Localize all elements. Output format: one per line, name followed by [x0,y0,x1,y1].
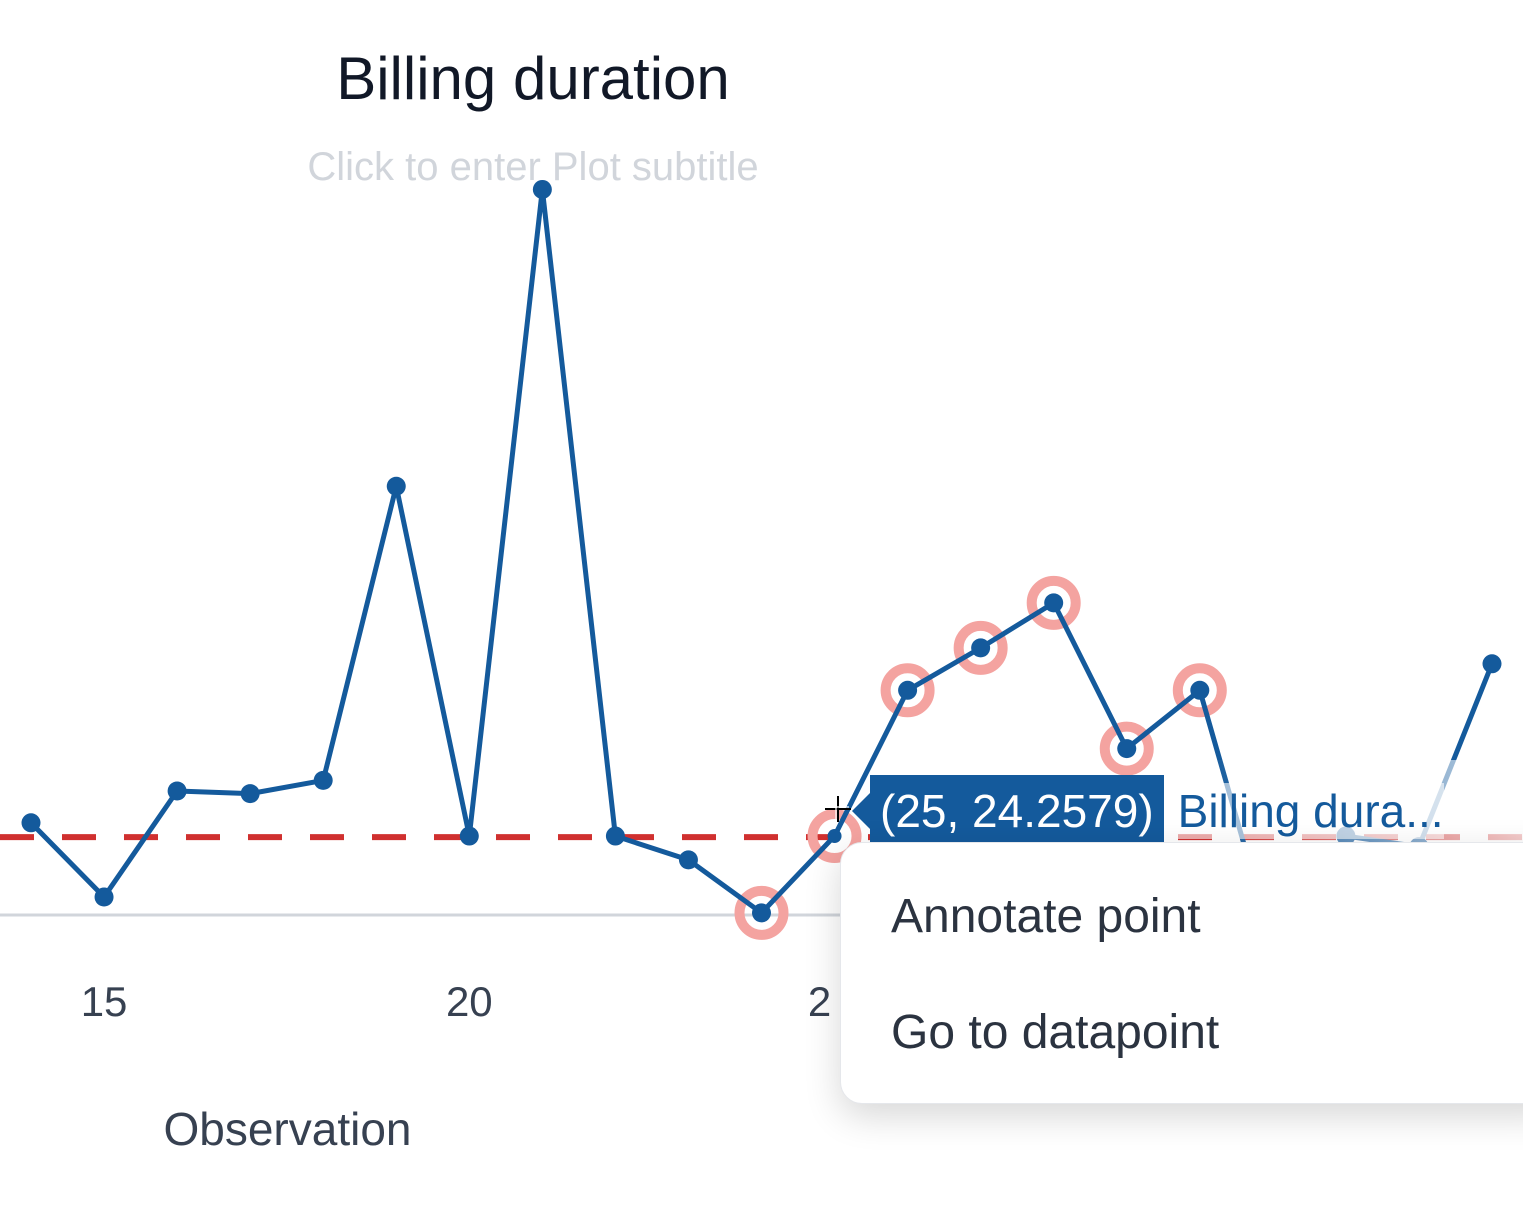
data-point[interactable] [240,784,260,804]
plot-subtitle-input[interactable]: Click to enter Plot subtitle [307,145,759,189]
data-point[interactable] [532,179,552,199]
highlight-ring [1026,575,1081,630]
crosshair-cursor-icon [825,796,851,822]
context-menu: Annotate point Go to datapoint [840,842,1523,1104]
tooltip-series-label: Billing dura... [1163,783,1444,839]
x-axis-label[interactable]: Observation [163,1103,412,1155]
data-point[interactable] [898,680,918,700]
data-point[interactable] [94,887,114,907]
x-tick-label: 15 [81,978,128,1025]
data-point[interactable] [971,638,991,658]
data-point[interactable] [605,826,625,846]
highlight-ring [1099,721,1154,776]
tooltip-value: (25, 24.2579) [870,775,1164,847]
highlight-ring [734,885,789,940]
highlight-ring [880,663,935,718]
data-point[interactable] [167,781,187,801]
data-point[interactable] [678,850,698,870]
menu-item-annotate-point[interactable]: Annotate point [891,890,1201,943]
data-point[interactable] [1117,739,1137,759]
data-point[interactable] [21,813,41,833]
plot-title[interactable]: Billing duration [336,45,730,112]
x-tick-label: 20 [446,978,493,1025]
highlight-ring [1172,663,1227,718]
data-point[interactable] [386,476,406,496]
data-point[interactable] [1190,680,1210,700]
highlight-ring [953,620,1008,675]
data-point[interactable] [1044,593,1064,613]
highlight-ring [807,809,862,864]
data-point[interactable] [313,770,333,790]
data-point[interactable] [459,826,479,846]
data-point[interactable] [1482,654,1502,674]
datapoint-tooltip: (25, 24.2579) Billing dura... [852,773,1444,849]
x-tick-label: 2 [808,978,831,1025]
selected-data-point[interactable] [827,829,842,844]
menu-item-go-to-datapoint[interactable]: Go to datapoint [891,1006,1220,1059]
tooltip-arrow [852,793,870,829]
data-point[interactable] [752,903,771,923]
